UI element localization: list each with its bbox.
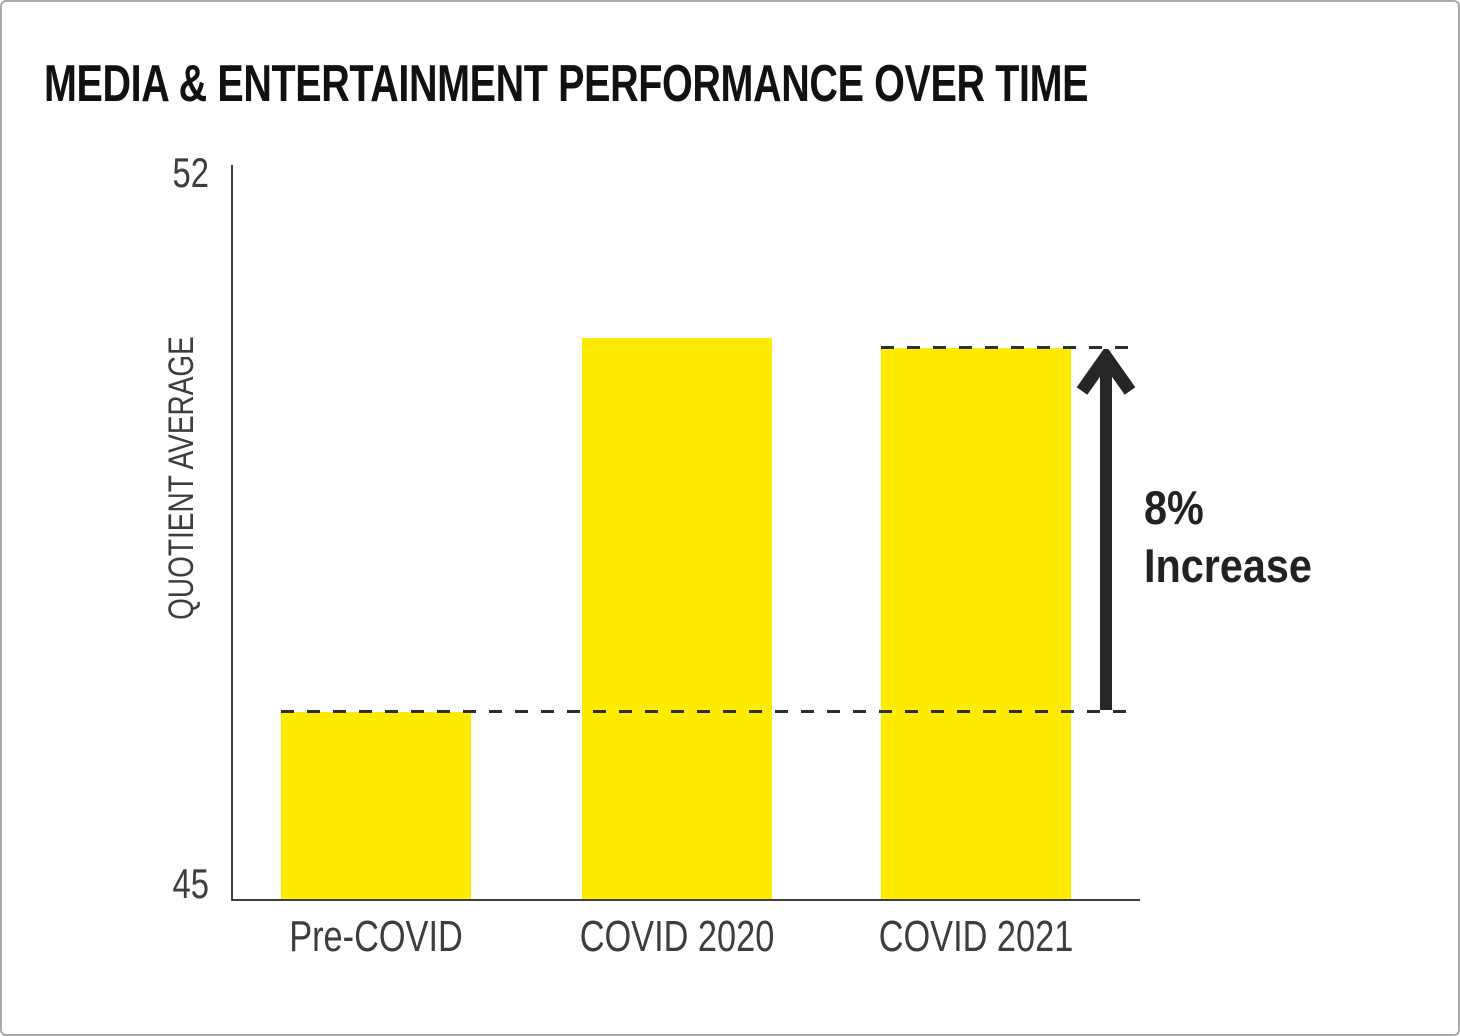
bar-covid-2021 [881,348,1071,899]
dashed-reference-line [881,346,1139,349]
chart-title: MEDIA & ENTERTAINMENT PERFORMANCE OVER T… [44,55,1089,113]
bar-covid-2020 [582,338,772,899]
increase-arrow-head-icon [1075,345,1137,400]
y-axis-tick-max: 52 [172,149,209,196]
x-axis-label: COVID 2021 [878,912,1074,961]
x-axis-label: Pre-COVID [289,912,463,961]
increase-annotation: 8% Increase [1144,479,1312,595]
increase-percent-label: 8% [1144,481,1204,534]
y-axis-title: QUOTIENT AVERAGE [162,336,201,620]
x-axis-label: COVID 2020 [579,912,775,961]
bar-pre-covid [281,712,471,899]
increase-arrow-shaft [1100,354,1112,710]
increase-word-label: Increase [1144,539,1312,592]
plot-area: 52 45 QUOTIENT AVERAGE Pre-COVID COVID 20… [162,152,1140,959]
y-axis-tick-min: 45 [172,860,209,907]
dashed-reference-line [281,710,1139,713]
